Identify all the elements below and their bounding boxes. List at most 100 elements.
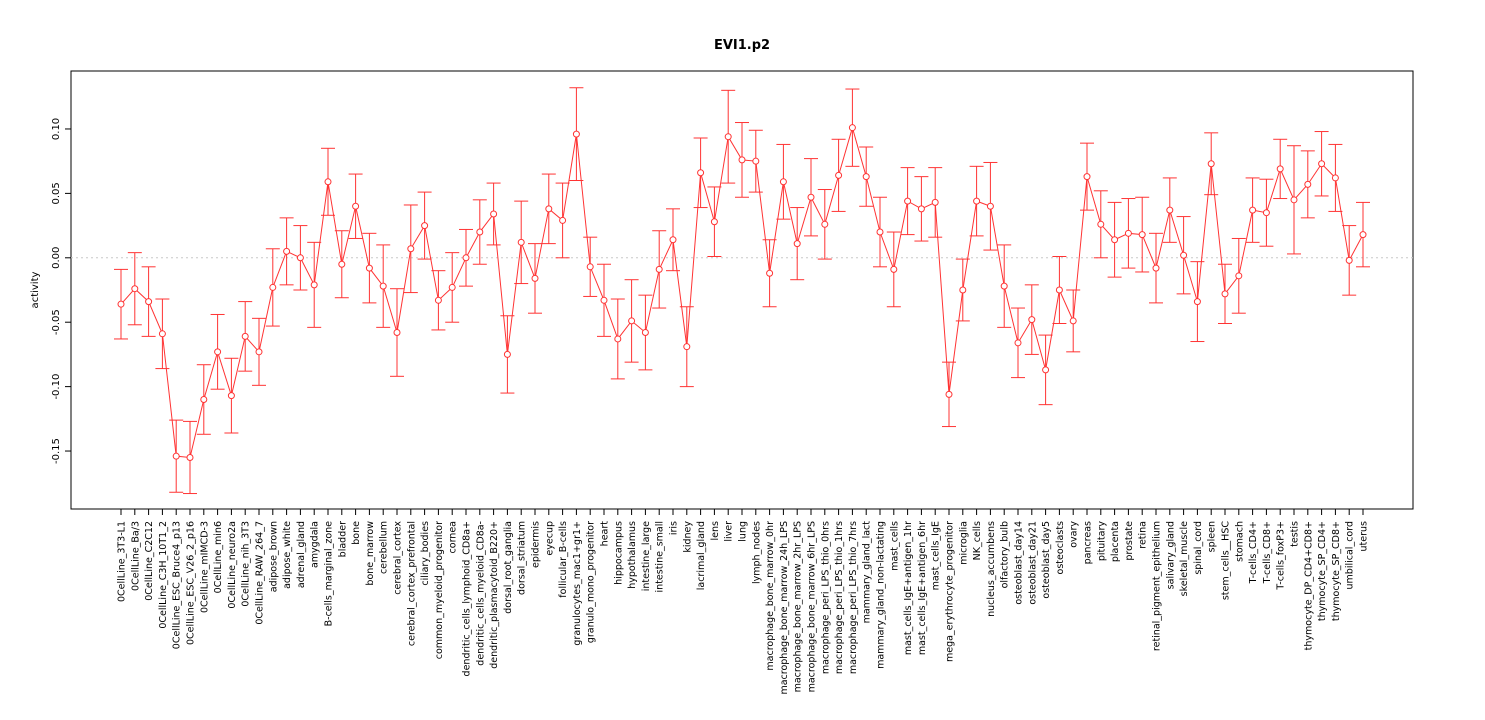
data-point: [1221, 290, 1229, 298]
data-point: [752, 157, 760, 165]
data-point: [365, 264, 373, 272]
x-tick-label: mast_cells_IgE+antigen_1hr: [903, 521, 914, 655]
x-tick-label: T-cells_CD8+: [1262, 521, 1273, 584]
data-point: [517, 238, 525, 246]
data-point: [1028, 316, 1036, 324]
data-point: [531, 274, 539, 282]
x-tick-label: thymocyte_SP_CD8+: [1331, 521, 1342, 621]
data-point: [158, 330, 166, 338]
data-point: [738, 156, 746, 164]
x-tick-label: adipose_white: [282, 521, 293, 589]
x-tick-label: lacrimal_gland: [696, 521, 707, 590]
data-point: [1193, 298, 1201, 306]
x-tick-label: adipose_brown: [268, 521, 279, 592]
x-tick-label: 0CellLine_ESC_V26_2_p16: [186, 521, 197, 645]
data-point: [890, 265, 898, 273]
x-tick-label: spleen: [1207, 521, 1218, 552]
data-point: [200, 396, 208, 403]
x-tick-label: 0CellLine_nih_3T3: [241, 521, 252, 607]
x-tick-label: NK_cells: [972, 521, 983, 560]
data-point: [835, 171, 843, 179]
x-tick-label: testis: [1290, 521, 1301, 547]
data-point: [655, 265, 663, 273]
x-tick-label: mast_cells: [889, 521, 900, 571]
data-point: [766, 269, 774, 277]
x-tick-label: stomach: [1234, 521, 1245, 562]
x-tick-label: dendritic_cells_myeloid_CD8a-: [475, 521, 486, 666]
data-point: [614, 335, 622, 343]
x-tick-label: cerebral_cortex_prefrontal: [406, 521, 417, 646]
data-point: [545, 205, 553, 213]
x-tick-label: salivary_gland: [1165, 521, 1176, 589]
x-tick-label: prostate: [1124, 521, 1135, 561]
data-point: [131, 285, 139, 293]
x-tick-label: 0CellLine_neuro2a: [227, 521, 238, 609]
x-tick-label: eyecup: [544, 521, 555, 556]
x-tick-label: cerebellum: [379, 521, 390, 574]
x-tick-label: adrenal_gland: [296, 521, 307, 588]
data-point: [407, 245, 415, 253]
x-tick-label: 0CellLine_mIMCD-3: [199, 521, 210, 613]
x-tick-label: T-cells_CD4+: [1248, 521, 1259, 584]
x-tick-label: thymocyte_DP_CD4+CD8+: [1303, 521, 1314, 650]
data-point: [683, 343, 691, 351]
data-point: [283, 247, 291, 255]
x-tick-label: epidermis: [531, 521, 542, 568]
data-point: [421, 222, 429, 230]
x-tick-label: cerebral_cortex: [393, 521, 404, 595]
data-point: [724, 133, 732, 141]
data-point: [876, 228, 884, 236]
x-tick-label: heart: [600, 521, 611, 547]
y-tick-label: 0.00: [51, 247, 62, 269]
data-point: [586, 263, 594, 271]
data-point: [628, 317, 636, 325]
x-tick-label: osteoblast_day5: [1041, 521, 1052, 599]
data-point: [269, 283, 277, 291]
x-tick-label: 0CellLine_RAW_264_7: [255, 521, 266, 625]
data-point: [821, 220, 829, 228]
x-tick-label: 0CellLine_C3H_10T1_2: [158, 521, 169, 629]
x-tick-label: macrophage_bone_marrow_2hr_LPS: [793, 521, 804, 692]
data-point: [669, 236, 677, 244]
x-tick-label: lung: [738, 521, 749, 542]
data-point: [1014, 339, 1022, 347]
data-point: [945, 390, 953, 398]
data-point: [338, 260, 346, 268]
x-tick-label: common_myeloid_progenitor: [434, 521, 445, 659]
data-point: [1166, 206, 1174, 214]
x-tick-label: dorsal_root_ganglia: [503, 521, 514, 614]
x-tick-label: hippocampus: [613, 521, 624, 585]
data-point: [1000, 282, 1008, 290]
data-point: [710, 218, 718, 226]
x-tick-label: lymph_nodes: [751, 521, 762, 584]
data-point: [117, 300, 125, 308]
x-tick-label: nucleus_accumbens: [986, 521, 997, 617]
x-tick-label: pancreas: [1083, 521, 1094, 564]
x-tick-label: 0CellLine_C2C12: [144, 521, 155, 601]
data-point: [572, 130, 580, 138]
data-point: [503, 350, 511, 358]
data-point: [807, 193, 815, 201]
data-point: [1290, 196, 1298, 204]
x-tick-label: macrophage_peri_LPS_thio_7hrs: [848, 521, 859, 674]
data-point: [227, 392, 235, 400]
data-point: [490, 210, 498, 218]
data-point: [559, 216, 567, 224]
data-point: [986, 202, 994, 210]
data-point: [1097, 220, 1105, 228]
x-tick-label: 0CellLine_min6: [213, 521, 224, 593]
x-tick-label: umbilical_cord: [1345, 521, 1356, 589]
x-tick-label: B-cells_marginal_zone: [324, 521, 335, 627]
data-point: [172, 452, 180, 460]
x-tick-label: kidney: [682, 521, 693, 553]
data-point: [1318, 160, 1326, 168]
x-tick-label: mega_erythrocyte_progenitor: [945, 521, 956, 662]
x-tick-label: osteoblast_day14: [1014, 521, 1025, 605]
x-tick-label: mast_cells_IgE: [931, 521, 942, 590]
x-tick-label: cornea: [448, 521, 459, 553]
x-tick-label: macrophage_bone_marrow_6hr_LPS: [807, 521, 818, 692]
x-tick-label: stem_cells__HSC: [1221, 521, 1232, 600]
x-tick-label: bone_marrow: [365, 521, 376, 586]
y-tick-label: 0.05: [51, 182, 62, 204]
x-tick-label: lens: [710, 521, 721, 541]
